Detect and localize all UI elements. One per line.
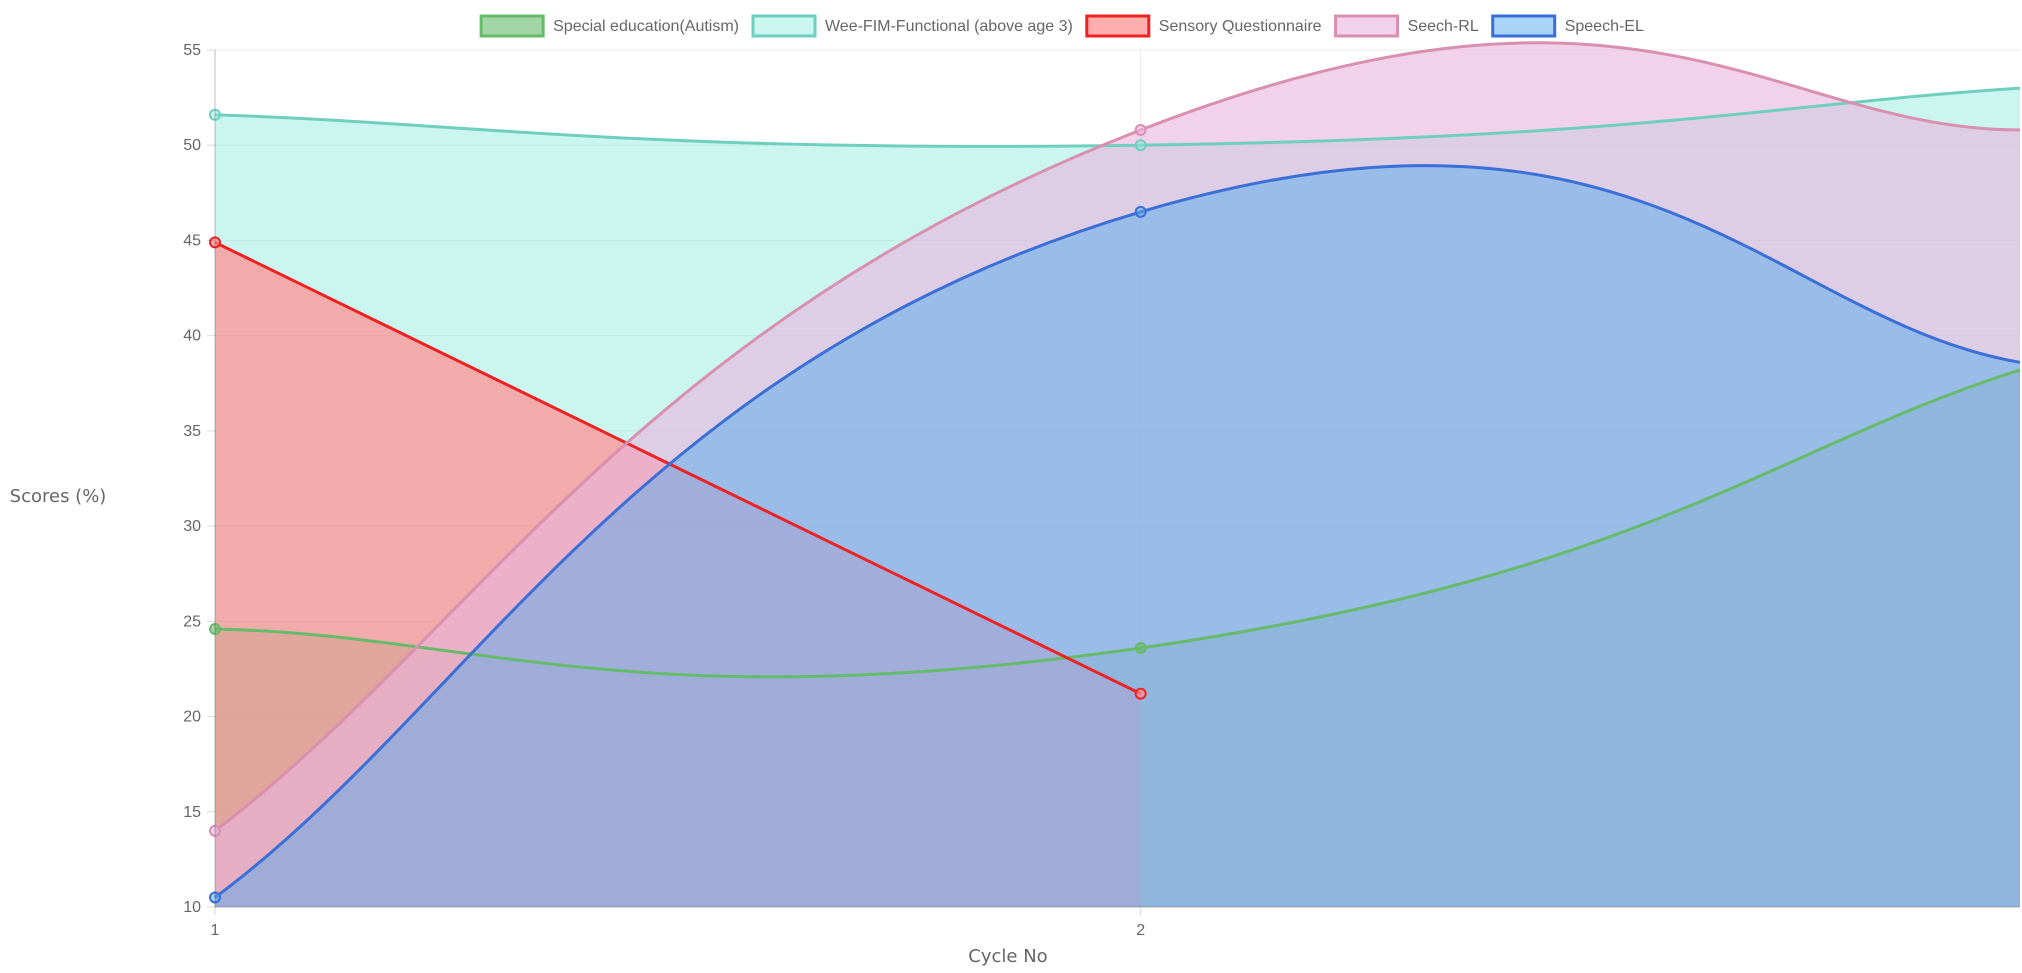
legend-label: Special education(Autism)	[553, 18, 739, 35]
series-areas	[215, 42, 2020, 908]
y-tick-label: 25	[183, 613, 201, 630]
y-tick-label: 20	[183, 709, 201, 726]
y-tick-label: 10	[183, 899, 201, 916]
data-point[interactable]	[209, 236, 221, 249]
legend-item-4[interactable]: Speech-EL	[1491, 14, 1644, 38]
legend-label: Sensory Questionnaire	[1159, 18, 1322, 35]
y-tick-label: 40	[183, 328, 201, 345]
legend-label: Speech-EL	[1565, 18, 1644, 35]
data-point[interactable]	[209, 622, 221, 635]
data-point[interactable]	[209, 108, 221, 121]
legend-swatch	[751, 14, 817, 38]
legend: Special education(Autism) Wee-FIM-Functio…	[479, 14, 1644, 38]
legend-label: Wee-FIM-Functional (above age 3)	[825, 18, 1073, 35]
data-point[interactable]	[209, 824, 221, 837]
series-points	[209, 108, 1147, 904]
data-point[interactable]	[1134, 641, 1147, 654]
series-area-4	[215, 165, 2020, 908]
series-line-4	[214, 164, 2021, 899]
legend-swatch	[1085, 14, 1151, 38]
y-tick-label: 45	[183, 232, 201, 249]
legend-swatch	[479, 14, 545, 38]
legend-label: Seech-RL	[1408, 18, 1479, 35]
legend-item-0[interactable]: Special education(Autism)	[479, 14, 739, 38]
y-tick-label: 50	[183, 137, 201, 154]
series-line-1	[214, 86, 2021, 148]
legend-item-2[interactable]: Sensory Questionnaire	[1085, 14, 1322, 38]
legend-swatch	[1334, 14, 1400, 38]
legend-item-3[interactable]: Seech-RL	[1334, 14, 1479, 38]
series-line-3	[214, 41, 2021, 833]
y-tick-label: 55	[183, 42, 201, 59]
data-point[interactable]	[1134, 139, 1147, 152]
data-point[interactable]	[1134, 123, 1147, 136]
legend-item-1[interactable]: Wee-FIM-Functional (above age 3)	[751, 14, 1073, 38]
y-axis-title: Scores (%)	[10, 486, 107, 507]
x-tick-label: 1	[211, 922, 220, 939]
series-line-2	[214, 241, 1142, 696]
x-tick-label: 2	[1136, 922, 1145, 939]
data-point[interactable]	[209, 891, 221, 904]
y-tick-label: 15	[183, 804, 201, 821]
y-tick-label: 35	[183, 423, 201, 440]
x-axis-title: Cycle No	[968, 946, 1047, 967]
data-point[interactable]	[1134, 205, 1147, 218]
y-tick-label: 30	[183, 518, 201, 535]
axes: 10 15 20 25 30 35 40 45 50 55 1 2	[183, 42, 2020, 939]
legend-swatch	[1491, 14, 1557, 38]
data-point[interactable]	[1134, 687, 1147, 700]
